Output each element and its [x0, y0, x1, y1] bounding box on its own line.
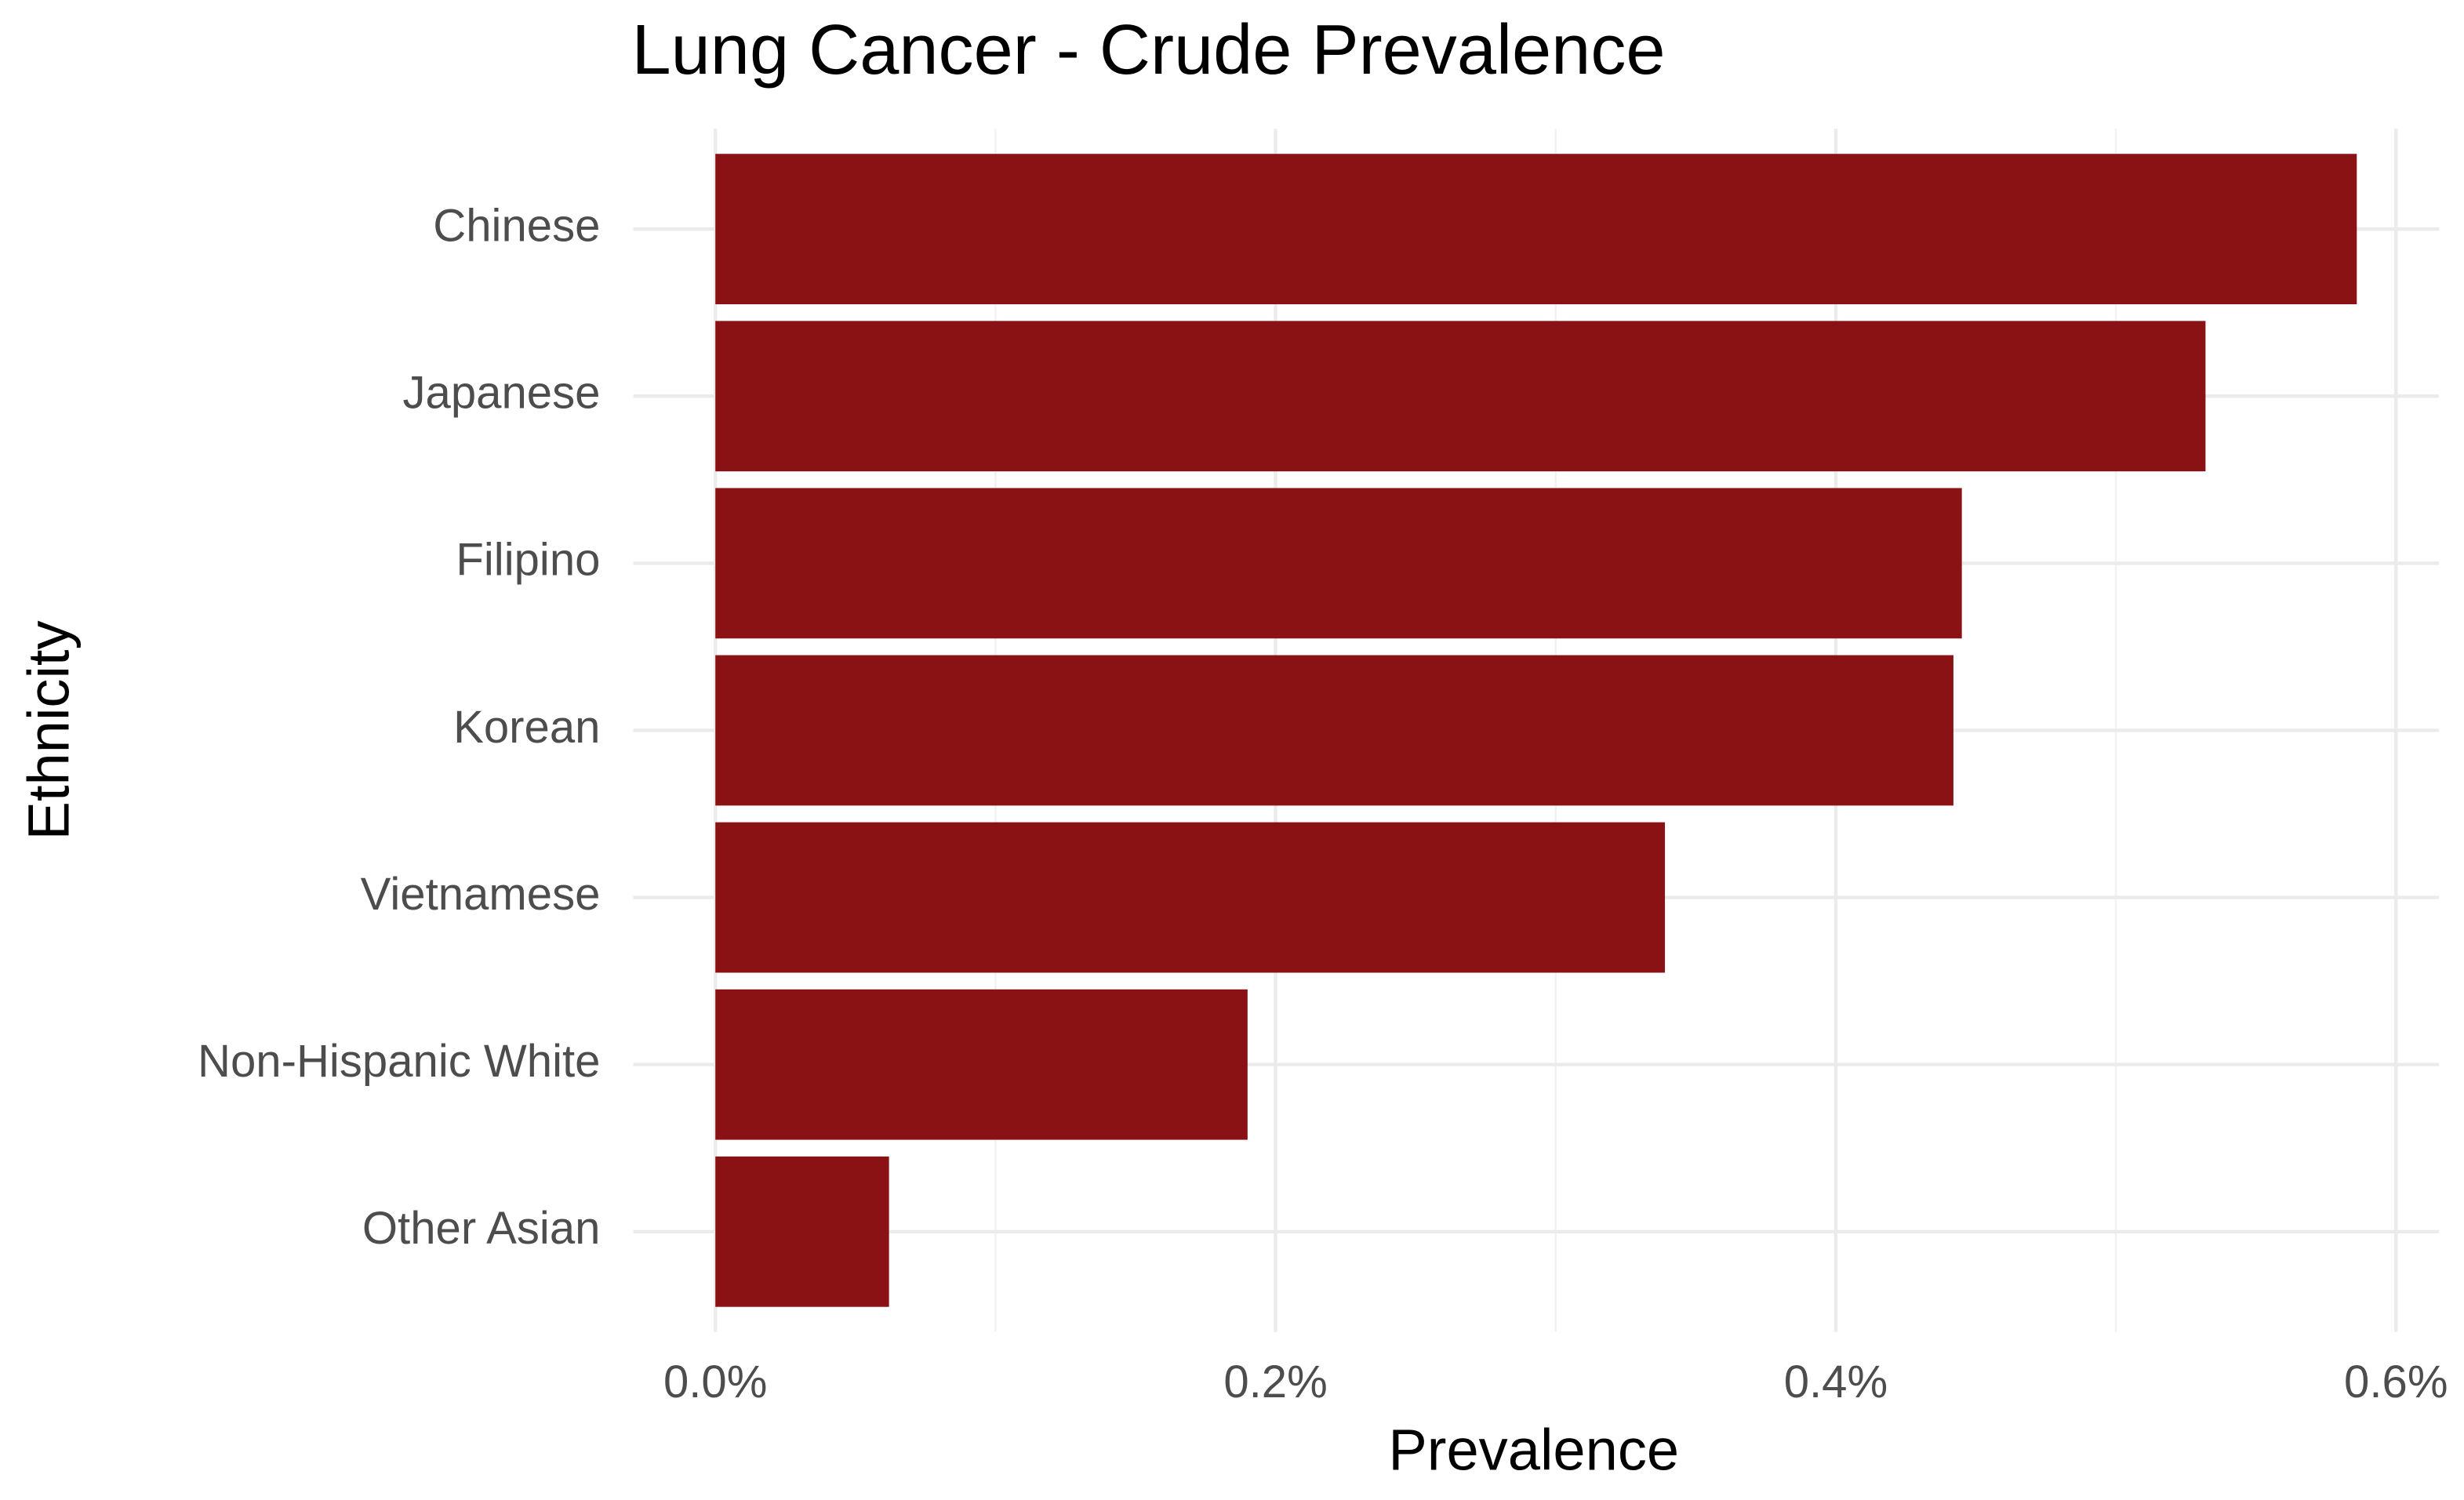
x-tick-label: 0.0%: [663, 1357, 767, 1407]
bar: [715, 321, 2206, 472]
y-tick-label: Vietnamese: [361, 869, 601, 920]
bars: [715, 154, 2357, 1307]
y-tick-label: Filipino: [456, 535, 600, 586]
y-tick-label: Non-Hispanic White: [198, 1036, 600, 1087]
bar: [715, 655, 1953, 806]
x-tick-label: 0.6%: [2344, 1357, 2448, 1407]
y-tick-label: Other Asian: [362, 1203, 601, 1254]
bar: [715, 989, 1248, 1140]
y-tick-label: Chinese: [433, 200, 600, 251]
bar: [715, 488, 1962, 639]
y-tick-label: Japanese: [402, 368, 600, 419]
y-axis-title: Ethnicity: [16, 620, 82, 840]
y-tick-label: Korean: [453, 702, 600, 753]
x-axis-title: Prevalence: [1388, 1417, 1679, 1482]
chart-title: Lung Cancer - Crude Prevalence: [632, 10, 1666, 89]
x-tick-label: 0.4%: [1784, 1357, 1888, 1407]
bar: [715, 154, 2357, 305]
bar: [715, 822, 1666, 973]
x-tick-label: 0.2%: [1223, 1357, 1327, 1407]
bar: [715, 1156, 889, 1307]
